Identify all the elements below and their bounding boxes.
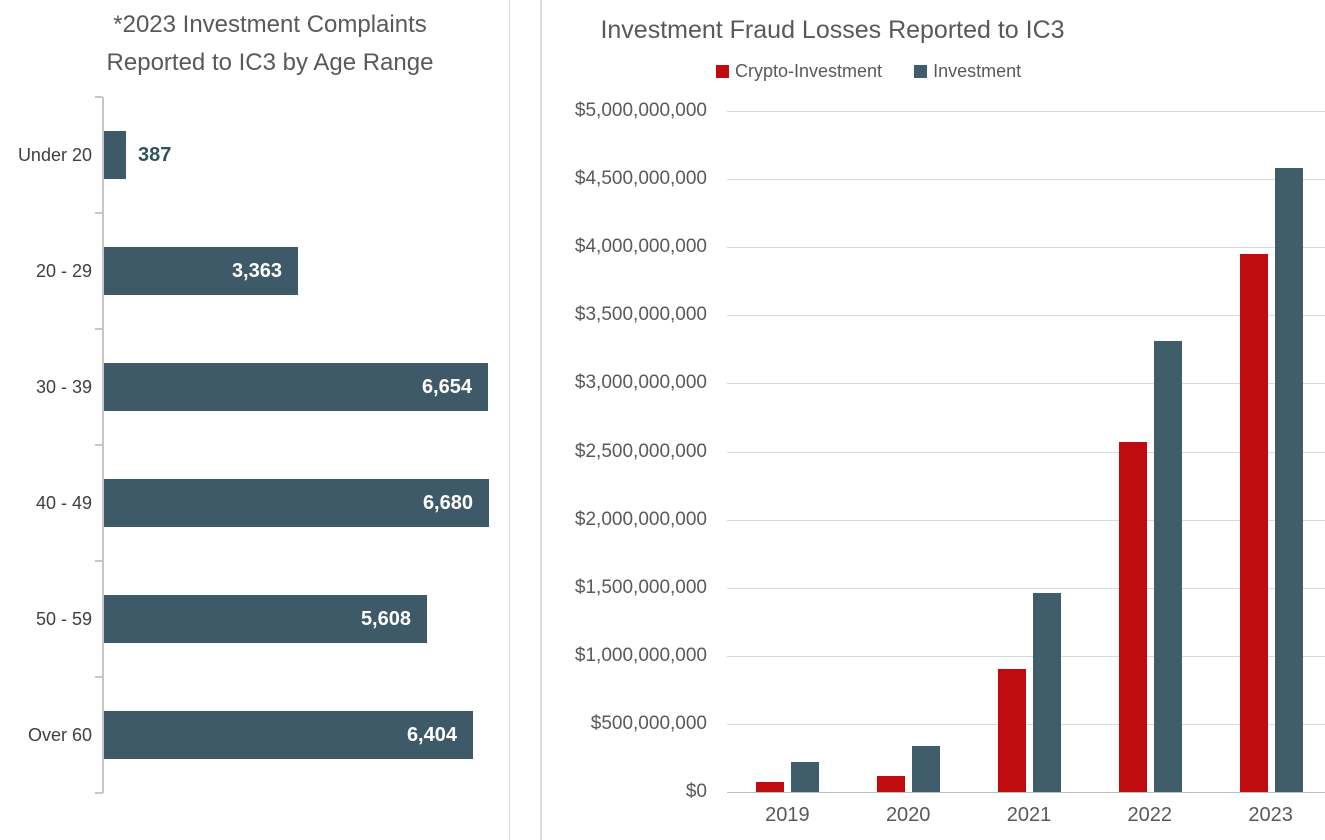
- y-axis-tick-label: $1,000,000,000: [574, 644, 707, 666]
- age-range-value-label: 6,654: [421, 375, 472, 398]
- gridline: [727, 519, 1325, 521]
- age-range-value-label: 3,363: [231, 259, 282, 282]
- crypto-investment-bar: [998, 669, 1026, 792]
- gridline: [727, 723, 1325, 725]
- crypto-investment-bar: [1118, 442, 1147, 792]
- age-range-bar: [104, 479, 489, 527]
- age-range-chart-panel: *2023 Investment Complaints Reported to …: [0, 0, 510, 840]
- y-axis-tick-label: $3,500,000,000: [574, 304, 707, 326]
- age-range-axis-tick: [95, 328, 103, 330]
- legend-label-crypto-investment: Crypto-Investment: [735, 61, 883, 81]
- age-range-chart-title-line2: Reported to IC3 by Age Range: [106, 49, 434, 76]
- fraud-losses-chart-panel: [540, 0, 1325, 840]
- gridline: [727, 179, 1325, 181]
- y-axis-tick-label: $1,500,000,000: [574, 576, 707, 598]
- investment-bar: [1153, 341, 1182, 792]
- x-axis-tick-label: 2023: [1248, 804, 1293, 826]
- y-axis-tick-label: $4,000,000,000: [574, 236, 707, 258]
- y-axis-tick-label: $4,500,000,000: [574, 168, 707, 190]
- x-axis-tick-label: 2019: [765, 804, 810, 826]
- age-range-chart-title-line1: *2023 Investment Complaints: [113, 11, 427, 38]
- x-axis-line: [727, 792, 1325, 793]
- age-range-axis-tick: [95, 792, 103, 794]
- legend-item-investment: Investment: [914, 61, 1021, 82]
- y-axis-tick-label: $0: [685, 781, 707, 802]
- fraud-losses-chart-title: Investment Fraud Losses Reported to IC3: [600, 16, 1065, 44]
- age-range-axis-tick: [95, 676, 103, 678]
- age-range-category-label: 40 - 49: [35, 492, 92, 513]
- age-range-bar: [104, 247, 298, 295]
- gridline: [727, 111, 1325, 112]
- age-range-category-label: Over 60: [27, 724, 92, 745]
- legend-item-crypto-investment: Crypto-Investment: [716, 61, 882, 82]
- age-range-axis-tick: [95, 96, 103, 98]
- age-range-category-label: 30 - 39: [35, 376, 92, 397]
- age-range-bar: [104, 131, 126, 179]
- fraud-losses-legend: Crypto-Investment Investment: [716, 61, 1021, 82]
- y-axis-tick-label: $2,500,000,000: [574, 440, 707, 462]
- investment-bar: [1274, 168, 1303, 792]
- age-range-category-label: 50 - 59: [35, 608, 92, 629]
- age-range-category-label: Under 20: [17, 144, 92, 165]
- investment-swatch-icon: [914, 65, 928, 78]
- age-range-axis-tick: [95, 444, 103, 446]
- y-axis-tick-label: $500,000,000: [590, 712, 707, 734]
- y-axis-tick-label: $2,000,000,000: [574, 508, 707, 530]
- age-range-category-label: 20 - 29: [35, 260, 92, 281]
- x-axis-tick-label: 2022: [1127, 804, 1173, 826]
- legend-label-investment: Investment: [933, 61, 1022, 81]
- x-axis-tick-label: 2020: [885, 804, 931, 826]
- age-range-value-label: 387: [138, 143, 172, 166]
- gridline: [727, 587, 1325, 589]
- age-range-value-label: 5,608: [360, 607, 411, 630]
- age-range-bar: [104, 595, 427, 643]
- crypto-investment-swatch-icon: [716, 65, 729, 78]
- y-axis-tick-label: $5,000,000,000: [574, 100, 707, 121]
- investment-bar: [1033, 593, 1061, 792]
- age-range-value-label: 6,404: [406, 723, 457, 746]
- investment-bar: [791, 762, 820, 792]
- crypto-investment-bar: [756, 782, 785, 792]
- gridline: [727, 655, 1325, 657]
- gridline: [727, 383, 1325, 385]
- crypto-investment-bar: [877, 776, 906, 792]
- age-range-value-label: 6,680: [422, 491, 473, 514]
- age-range-chart-title: *2023 Investment Complaints Reported to …: [35, 6, 505, 82]
- y-axis-tick-label: $3,000,000,000: [574, 372, 707, 394]
- age-range-bar: [104, 711, 473, 759]
- gridline: [727, 451, 1325, 453]
- age-range-axis-tick: [95, 212, 103, 214]
- age-range-axis-tick: [95, 560, 103, 562]
- x-axis-tick-label: 2021: [1006, 804, 1052, 826]
- age-range-y-axis-line: [102, 97, 104, 793]
- investment-bar: [912, 746, 941, 792]
- gridline: [727, 315, 1325, 317]
- gridline: [727, 247, 1325, 249]
- crypto-investment-bar: [1239, 254, 1268, 792]
- age-range-bar: [104, 363, 488, 411]
